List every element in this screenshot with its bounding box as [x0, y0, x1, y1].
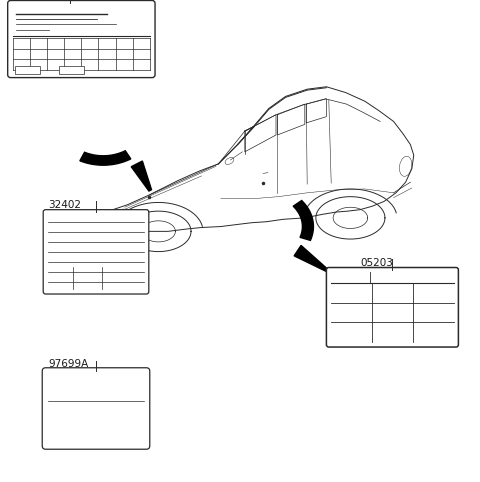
- Polygon shape: [80, 151, 131, 165]
- Text: 32402: 32402: [48, 200, 81, 210]
- Text: 97699A: 97699A: [48, 359, 88, 369]
- Text: 32450: 32450: [14, 0, 48, 1]
- FancyBboxPatch shape: [8, 0, 155, 78]
- FancyBboxPatch shape: [326, 268, 458, 347]
- Bar: [15, 66, 40, 74]
- Polygon shape: [131, 161, 152, 191]
- FancyBboxPatch shape: [42, 368, 150, 449]
- Polygon shape: [294, 245, 327, 271]
- Bar: [59, 66, 84, 74]
- Text: 05203: 05203: [360, 258, 393, 268]
- Polygon shape: [293, 201, 313, 241]
- FancyBboxPatch shape: [43, 210, 149, 294]
